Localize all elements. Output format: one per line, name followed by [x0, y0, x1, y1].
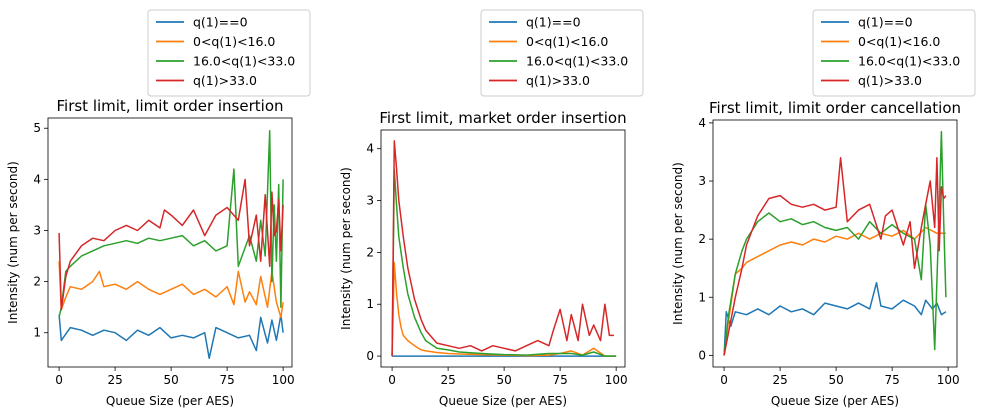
y-tick-label: 1 [698, 290, 706, 304]
chart-panel-2: 0 25 50 75 100 0 1 2 3 4 Queue Size (per AES) Inten… [339, 9, 644, 408]
chart-panel-3: 0 25 50 75 100 0 1 2 3 4 Queue Size (per AES) Inten… [671, 9, 976, 408]
legend: q(1)==0 0<q(1)<16.0 16.0<q(1)<33.0 q(1)>33.… [480, 9, 644, 97]
y-tick-label: 2 [33, 275, 41, 289]
x-tick-label: 75 [552, 373, 567, 387]
legend-entry: 0<q(1)<16.0 [526, 34, 608, 49]
x-tick-label: 25 [440, 373, 455, 387]
series-line-2-4 [391, 140, 614, 357]
series-line-2-3 [391, 168, 617, 357]
x-tick-label: 0 [720, 373, 728, 387]
y-tick-label: 5 [33, 121, 41, 135]
x-axis-label: Queue Size (per AES) [439, 394, 567, 408]
legend-box [480, 9, 644, 97]
series-line-1-2 [58, 261, 284, 319]
y-tick-label: 3 [33, 223, 41, 237]
x-tick-label: 75 [884, 373, 899, 387]
x-tick-label: 100 [605, 373, 628, 387]
series-line-1-1 [58, 314, 284, 360]
axes-frame [380, 129, 626, 368]
legend: q(1)==0 0<q(1)<16.0 16.0<q(1)<33.0 q(1)>33.… [812, 9, 976, 97]
axes-frame [47, 117, 293, 368]
y-tick-label: 2 [698, 232, 706, 246]
y-tick-label: 0 [698, 348, 706, 362]
x-tick-label: 0 [388, 373, 396, 387]
legend-entry: q(1)>33.0 [193, 73, 257, 88]
y-tick-label: 1 [366, 297, 374, 311]
legend-entry: q(1)>33.0 [526, 73, 590, 88]
chart-panel-1: 0 25 50 75 100 1 2 3 4 5 Queue Size (per AES) Inten… [6, 9, 311, 408]
axes-frame [712, 119, 958, 368]
x-tick-label: 50 [496, 373, 511, 387]
legend: q(1)==0 0<q(1)<16.0 16.0<q(1)<33.0 q(1)>33.… [147, 9, 311, 97]
x-tick-label: 100 [937, 373, 960, 387]
legend-box [812, 9, 976, 97]
series-line-1-3 [58, 130, 284, 318]
series-line-1-4 [58, 178, 284, 311]
legend-entry: 0<q(1)<16.0 [193, 34, 275, 49]
legend-entry: q(1)==0 [193, 15, 248, 30]
legend-entry: 16.0<q(1)<33.0 [526, 54, 628, 69]
legend-entry: q(1)==0 [858, 15, 913, 30]
y-axis-label: Intensity (num per second) [671, 162, 685, 325]
legend-entry: 16.0<q(1)<33.0 [858, 54, 960, 69]
x-axis-label: Queue Size (per AES) [771, 394, 899, 408]
x-tick-label: 0 [55, 373, 63, 387]
legend-entry: q(1)>33.0 [858, 73, 922, 88]
chart-title: First limit, limit order insertion [56, 97, 283, 115]
y-tick-label: 3 [698, 174, 706, 188]
x-tick-label: 25 [107, 373, 122, 387]
y-tick-label: 4 [698, 116, 706, 130]
y-tick-label: 2 [366, 245, 374, 259]
legend-entry: q(1)==0 [526, 15, 581, 30]
y-tick-label: 1 [33, 326, 41, 340]
y-axis-label: Intensity (num per second) [6, 161, 20, 324]
legend-box [147, 9, 311, 97]
legend-entry: 16.0<q(1)<33.0 [193, 54, 295, 69]
y-axis-label: Intensity (num per second) [339, 167, 353, 330]
y-tick-label: 4 [366, 142, 374, 156]
series-line-3-1 [723, 281, 947, 356]
x-axis-label: Queue Size (per AES) [106, 394, 234, 408]
series-line-2-2 [391, 262, 617, 357]
y-tick-label: 4 [33, 172, 41, 186]
series-line-3-4 [723, 157, 947, 356]
x-tick-label: 25 [772, 373, 787, 387]
y-tick-label: 0 [366, 349, 374, 363]
legend-entry: 0<q(1)<16.0 [858, 34, 940, 49]
y-tick-label: 3 [366, 194, 374, 208]
x-tick-label: 100 [272, 373, 295, 387]
chart-title: First limit, limit order cancellation [709, 99, 961, 117]
x-tick-label: 50 [163, 373, 178, 387]
chart-title: First limit, market order insertion [379, 109, 626, 127]
x-tick-label: 50 [828, 373, 843, 387]
x-tick-label: 75 [219, 373, 234, 387]
